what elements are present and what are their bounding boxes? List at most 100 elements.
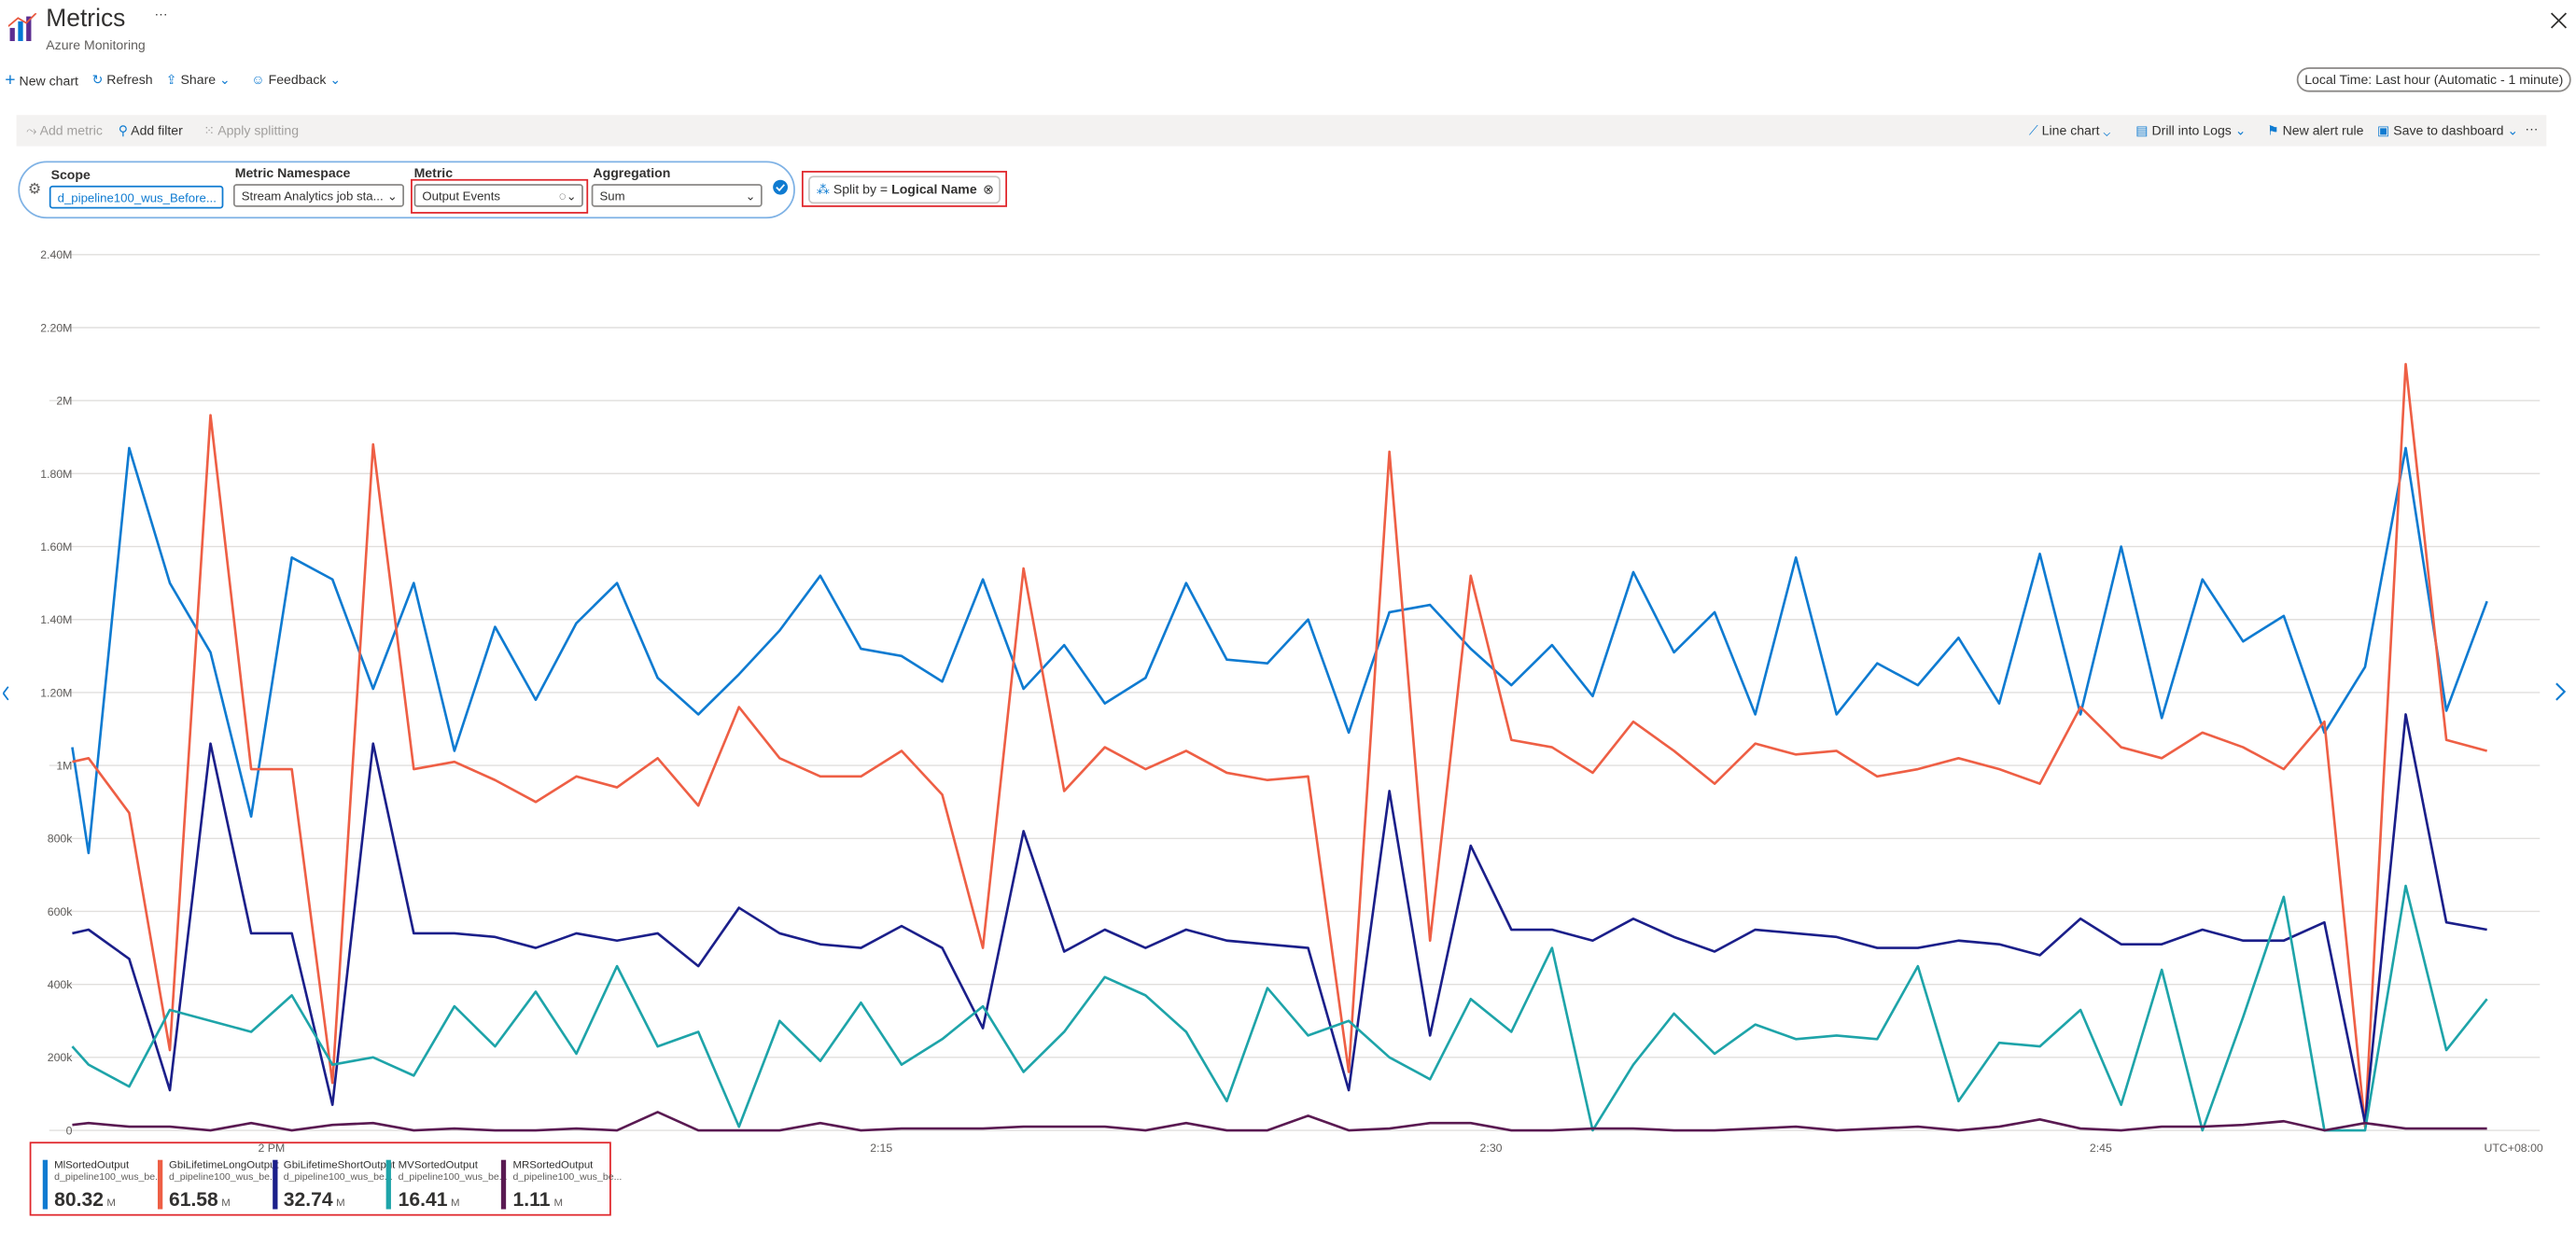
- aggregation-dropdown[interactable]: Sum ⌄: [591, 184, 763, 207]
- scope-input[interactable]: d_pipeline100_wus_Before...: [49, 185, 224, 209]
- share-button[interactable]: ⇪ Share ⌄: [165, 72, 231, 88]
- legend-resource: d_pipeline100_wus_be...: [283, 1172, 393, 1184]
- label: Feedback: [268, 72, 327, 88]
- next-arrow[interactable]: [2555, 682, 2567, 701]
- legend-item[interactable]: MlSortedOutput d_pipeline100_wus_be... 80.…: [42, 1159, 163, 1211]
- x-tick-label: 2:15: [870, 1142, 892, 1155]
- toolbar-more[interactable]: ···: [2525, 121, 2539, 137]
- save-dashboard-button[interactable]: ▣ Save to dashboard ⌄: [2377, 123, 2519, 138]
- timezone-label: UTC+08:00: [2484, 1142, 2542, 1155]
- label: Drill into Logs: [2151, 123, 2232, 138]
- y-tick-label: 0: [66, 1124, 73, 1137]
- legend-unit: M: [553, 1198, 564, 1210]
- legend-swatch: [157, 1159, 162, 1210]
- y-tick-label: 200k: [48, 1051, 74, 1064]
- legend-resource: d_pipeline100_wus_be...: [512, 1172, 623, 1184]
- y-tick-label: 800k: [48, 833, 74, 846]
- split-pill[interactable]: ⁂ Split by = Logical Name ⊗: [808, 175, 1001, 204]
- legend-item[interactable]: MRSortedOutput d_pipeline100_wus_be... 1.1…: [501, 1159, 622, 1212]
- more-button[interactable]: ···: [154, 7, 168, 21]
- y-tick-label: 600k: [48, 905, 74, 918]
- series-line: [72, 1111, 2487, 1132]
- line-chart-button[interactable]: ⟋ Line chart ⌄: [2028, 123, 2111, 138]
- time-range-button[interactable]: Local Time: Last hour (Automatic - 1 min…: [2296, 67, 2571, 92]
- legend-name: MRSortedOutput: [512, 1159, 594, 1172]
- value: Stream Analytics job sta...: [241, 189, 384, 204]
- legend-unit: M: [106, 1198, 116, 1210]
- label: Share: [180, 72, 217, 88]
- legend-item[interactable]: GbiLifetimeShortOutput d_pipeline100_wus_…: [272, 1159, 395, 1211]
- legend-name: MVSortedOutput: [398, 1159, 478, 1172]
- metrics-icon: [7, 13, 37, 42]
- legend-unit: M: [336, 1198, 345, 1210]
- y-tick-label: 2M: [56, 395, 72, 408]
- grid: 0 200k 400k 600k 800k 1M 1.20M 1.40M 1.60M 1.80M 2…: [40, 248, 2543, 1155]
- label: Add metric: [39, 123, 103, 138]
- series-line: [71, 884, 2488, 1132]
- label: Save to dashboard: [2393, 123, 2504, 138]
- add-metric-button: ⤳ Add metric: [26, 123, 103, 138]
- aggregation-label: Aggregation: [593, 165, 671, 181]
- legend-item[interactable]: MVSortedOutput d_pipeline100_wus_be... 16.…: [386, 1159, 508, 1212]
- feedback-button[interactable]: ☺ Feedback ⌄: [251, 72, 342, 88]
- prev-arrow[interactable]: [2, 686, 9, 701]
- series-line: [71, 446, 2488, 855]
- y-tick-label: 1.80M: [40, 468, 72, 481]
- metric-query: [18, 161, 795, 219]
- namespace-dropdown[interactable]: Stream Analytics job sta... ⌄: [232, 184, 405, 207]
- metric-label: Metric: [413, 165, 454, 181]
- refresh-button[interactable]: ↻ Refresh: [91, 72, 153, 88]
- x-tick-label: 2:45: [2090, 1142, 2112, 1155]
- apply-splitting-button: ⁙ Apply splitting: [203, 123, 300, 138]
- metric-dropdown[interactable]: Output Events ◌⌄: [413, 184, 583, 207]
- x-tick-label: 2 PM: [258, 1142, 285, 1155]
- add-filter-button[interactable]: ⚲ Add filter: [118, 123, 183, 138]
- legend-resource: d_pipeline100_wus_be...: [168, 1172, 278, 1184]
- alert-rule-button[interactable]: ⚑ New alert rule: [2267, 123, 2364, 138]
- confirm-icon[interactable]: [772, 179, 789, 196]
- highlight-box: [801, 171, 1008, 207]
- legend-swatch: [501, 1159, 507, 1210]
- scope-label: Scope: [50, 167, 91, 183]
- y-tick-label: 1M: [56, 760, 72, 773]
- series-line: [72, 362, 2487, 1128]
- legend-item[interactable]: GbiLifetimeLongOutput d_pipeline100_wus_b…: [157, 1159, 279, 1212]
- chart-toolbar: [16, 115, 2547, 147]
- legend-unit: M: [221, 1198, 231, 1210]
- highlight-box: [411, 178, 589, 214]
- value: d_pipeline100_wus_Before...: [57, 190, 217, 206]
- legend-resource: d_pipeline100_wus_be...: [398, 1172, 508, 1184]
- highlight-box: [29, 1142, 611, 1216]
- series-lines: [71, 362, 2488, 1132]
- legend-swatch: [386, 1159, 392, 1210]
- y-tick-label: 400k: [48, 978, 74, 991]
- legend-total: 1.11: [512, 1187, 551, 1212]
- x-tick-label: 2:30: [1480, 1142, 1503, 1155]
- legend-swatch: [42, 1159, 49, 1210]
- legend-resource: d_pipeline100_wus_be...: [54, 1172, 163, 1184]
- y-tick-label: 2.40M: [40, 248, 72, 261]
- value: Output Events: [422, 189, 501, 204]
- legend-swatch: [272, 1159, 277, 1210]
- legend-name: MlSortedOutput: [54, 1159, 130, 1172]
- legend-total: 16.41: [398, 1187, 448, 1212]
- legend-unit: M: [450, 1198, 460, 1210]
- close-button[interactable]: [2550, 11, 2568, 29]
- legend-total: 61.58: [168, 1187, 218, 1212]
- label: New alert rule: [2282, 123, 2364, 138]
- drill-logs-button[interactable]: ▤ Drill into Logs ⌄: [2135, 123, 2247, 138]
- split-label: Split by =: [833, 182, 889, 198]
- split-value: Logical Name: [891, 182, 977, 198]
- page-subtitle: Azure Monitoring: [46, 37, 146, 53]
- settings-icon[interactable]: ⚙: [27, 180, 42, 198]
- new-chart-button[interactable]: + New chart: [5, 70, 78, 91]
- label: Line chart: [2041, 123, 2100, 138]
- label: New chart: [19, 74, 78, 90]
- legend-name: GbiLifetimeLongOutput: [168, 1159, 279, 1172]
- y-tick-label: 1.60M: [40, 540, 72, 553]
- page-title: Metrics: [46, 5, 126, 34]
- namespace-label: Metric Namespace: [234, 165, 351, 181]
